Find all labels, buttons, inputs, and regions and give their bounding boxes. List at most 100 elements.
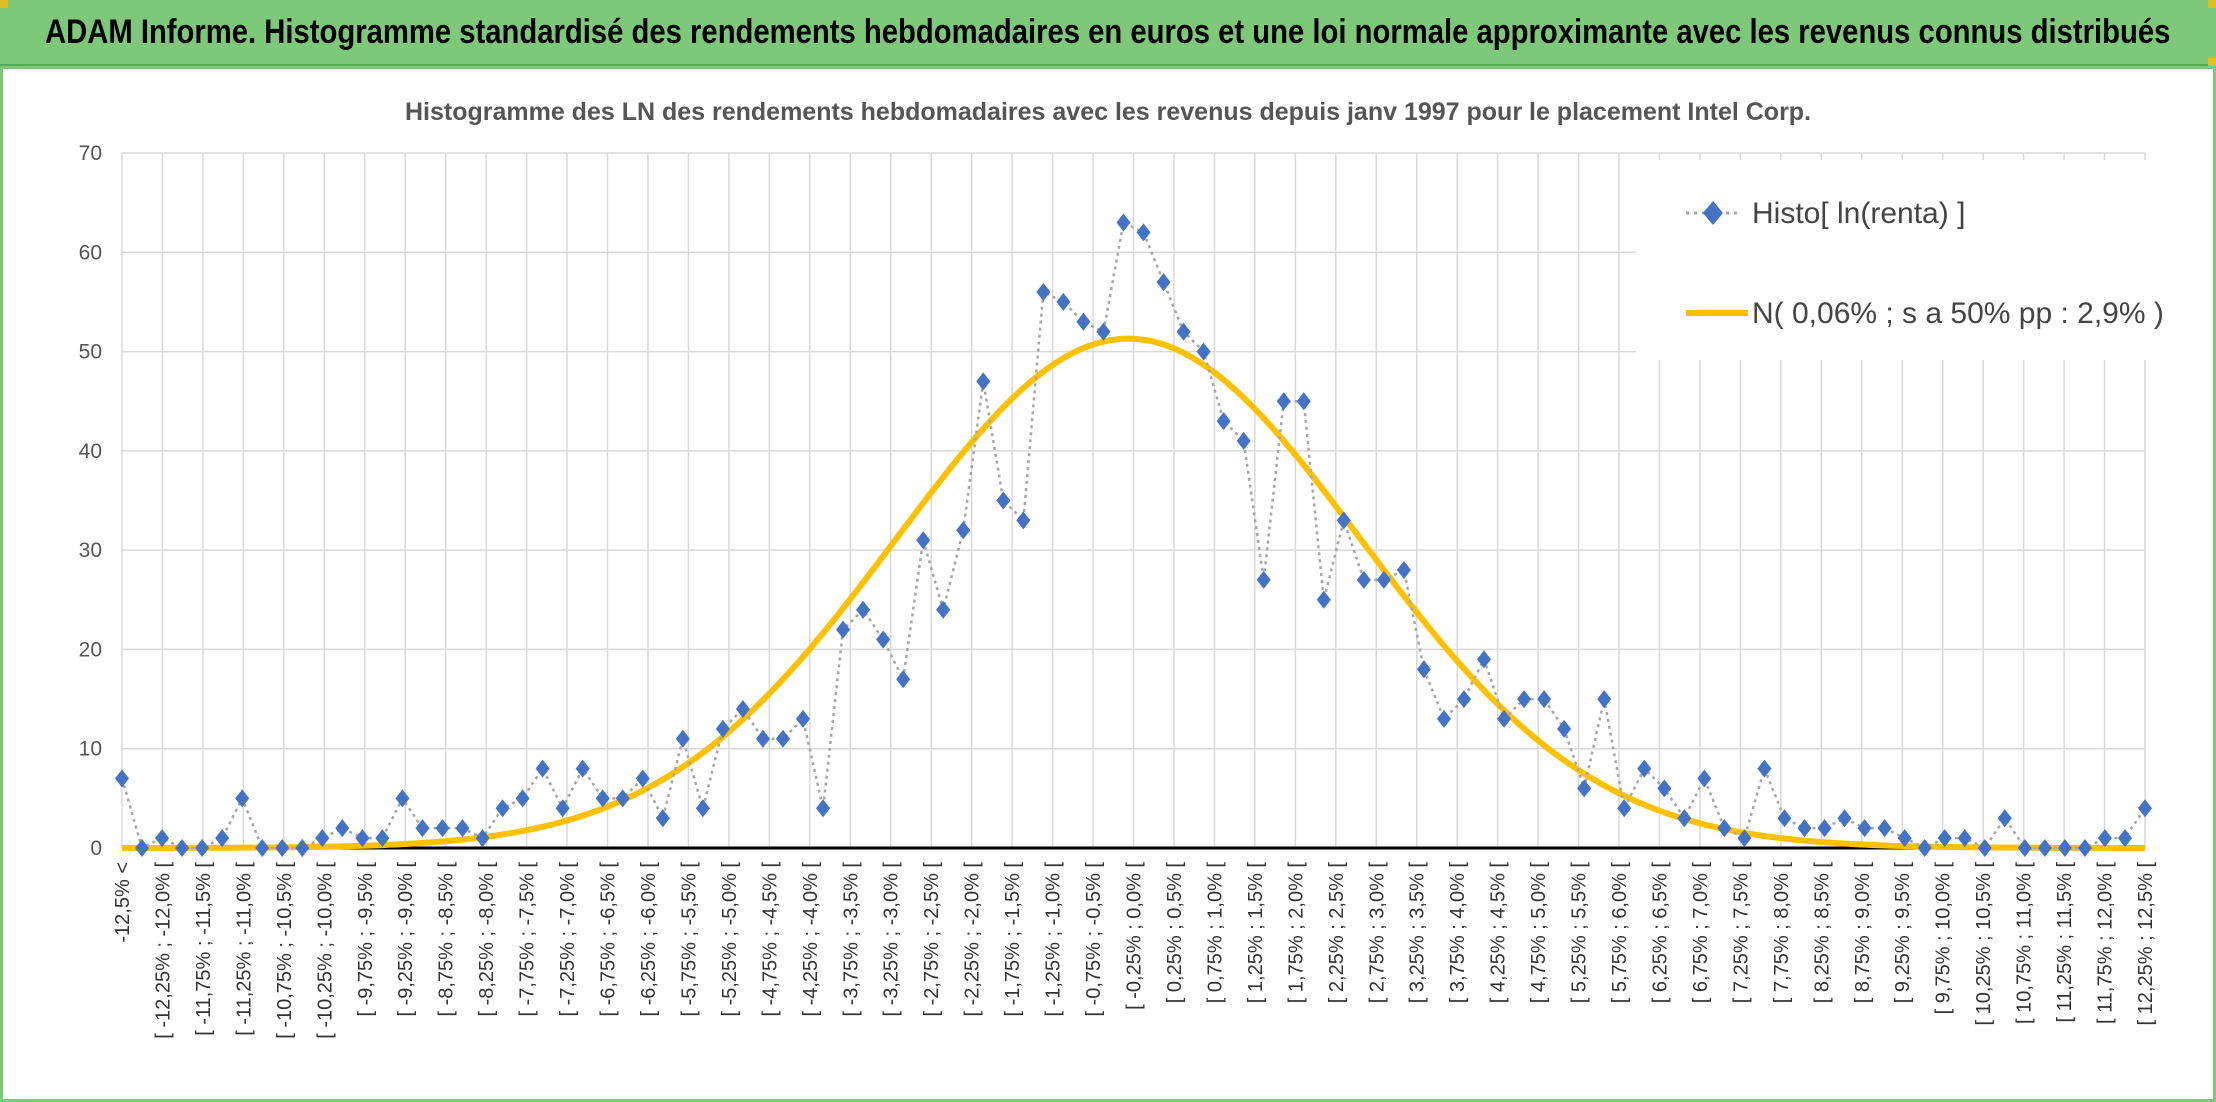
x-tick-label: [ 4,75% ; 5,0% [ <box>1528 862 1550 1004</box>
histogram-point <box>1917 839 1932 857</box>
x-tick-label: [ 9,75% ; 10,0% [ <box>1933 862 1955 1015</box>
histogram-point <box>896 670 911 689</box>
histogram-point <box>1857 819 1872 838</box>
legend: Histo[ ln(renta) ] N( 0,06% ; s a 50% pp… <box>1636 160 2196 360</box>
histogram-point <box>235 789 250 808</box>
x-tick-label: [ -9,25% ; -9,0% [ <box>395 862 417 1017</box>
histogram-point <box>175 839 190 857</box>
x-tick-label: [ 6,75% ; 7,0% [ <box>1690 862 1712 1004</box>
corner-mark-top-left <box>0 0 8 8</box>
y-tick-label: 30 <box>79 539 102 562</box>
histogram-point <box>1216 412 1231 431</box>
histogram-point <box>395 789 410 808</box>
histogram-point <box>1316 590 1331 609</box>
histogram-point <box>495 799 510 818</box>
histogram-point <box>2037 839 2052 857</box>
histogram-point <box>1336 511 1351 530</box>
x-tick-label: [ 12,25% ; 12,5% [ <box>2135 862 2157 1026</box>
x-tick-label: [ 2,25% ; 2,5% [ <box>1326 862 1348 1004</box>
histogram-point <box>1276 392 1291 411</box>
histogram-point <box>655 809 670 828</box>
histogram-point <box>1396 561 1411 579</box>
y-axis-ticks: 0 10 20 30 40 50 60 70 <box>79 142 102 860</box>
x-tick-label: [ 9,25% ; 9,5% [ <box>1892 862 1914 1004</box>
histogram-point <box>1817 819 1832 838</box>
x-tick-label: [ 0,25% ; 0,5% [ <box>1164 862 1186 1004</box>
histogram-point <box>355 829 370 848</box>
histogram-point <box>1717 819 1732 838</box>
histogram-point <box>1236 431 1251 450</box>
x-tick-label: [ -10,25% ; -10,0% [ <box>314 862 336 1039</box>
histogram-point <box>1597 690 1612 709</box>
histogram-point <box>1557 719 1572 738</box>
x-tick-label: [ 5,75% ; 6,0% [ <box>1609 862 1631 1004</box>
x-tick-label: [ -1,25% ; -1,0% [ <box>1043 862 1065 1017</box>
report-title: ADAM Informe. Histogramme standardisé de… <box>45 12 2171 51</box>
x-tick-label: [ 6,25% ; 6,5% [ <box>1649 862 1671 1004</box>
x-tick-label: [ 7,25% ; 7,5% [ <box>1730 862 1752 1004</box>
y-tick-label: 40 <box>79 440 102 463</box>
y-tick-label: 60 <box>79 241 102 264</box>
histogram-point <box>1096 322 1111 341</box>
histogram-point <box>1797 819 1812 838</box>
y-tick-label: 70 <box>79 142 102 165</box>
histogram-point <box>1156 273 1171 292</box>
histogram-point <box>1116 213 1131 232</box>
histogram-point <box>936 600 951 619</box>
x-tick-label: [ 8,25% ; 8,5% [ <box>1811 862 1833 1004</box>
corner-mark-top-right <box>2208 0 2216 8</box>
histogram-point <box>515 789 530 808</box>
histogram-point <box>2117 829 2132 848</box>
histogram-point <box>215 829 230 848</box>
legend-label-histo: Histo[ ln(renta) ] <box>1752 197 1965 230</box>
histogram-point <box>795 709 811 728</box>
chart-area <box>0 66 2216 1102</box>
x-tick-label: [ 10,25% ; 10,5% [ <box>1973 862 1995 1026</box>
x-tick-label: [ -4,75% ; -4,5% [ <box>759 862 781 1017</box>
x-tick-label: [ -2,75% ; -2,5% [ <box>921 862 943 1017</box>
histogram-point <box>1697 769 1712 788</box>
histogram-point <box>1376 570 1391 589</box>
histogram-point <box>595 789 610 808</box>
histogram-point <box>956 521 971 540</box>
x-tick-label: [ -11,25% ; -11,0% [ <box>233 862 255 1036</box>
histogram-point <box>1977 839 1992 857</box>
x-tick-label: [ 11,25% ; 11,5% [ <box>2054 862 2076 1023</box>
histogram-point <box>1356 570 1371 589</box>
histogram-point <box>575 759 590 778</box>
histogram-point <box>856 600 871 619</box>
histogram-point <box>1517 690 1532 709</box>
histogram-point <box>2077 839 2092 857</box>
histogram-point <box>1777 809 1792 828</box>
histogram-point <box>615 789 630 808</box>
histogram-point <box>475 829 490 848</box>
histogram-point <box>976 372 991 391</box>
chart-title: Histogramme des LN des rendements hebdom… <box>405 98 1811 126</box>
x-tick-label: [ 3,75% ; 4,0% [ <box>1447 862 1469 1004</box>
x-tick-label: [ -9,75% ; -9,5% [ <box>355 862 377 1017</box>
histogram-point <box>535 759 550 778</box>
x-tick-label: [ 2,75% ; 3,0% [ <box>1366 862 1388 1004</box>
x-tick-label: [ -6,25% ; -6,0% [ <box>638 862 660 1017</box>
x-tick-label: [ 1,25% ; 1,5% [ <box>1245 862 1267 1004</box>
histogram-point <box>555 799 570 818</box>
x-tick-label: [ -7,75% ; -7,5% [ <box>517 862 539 1017</box>
histogram-point <box>836 620 851 639</box>
histogram-point <box>755 729 770 748</box>
x-tick-label: [ -5,25% ; -5,0% [ <box>719 862 741 1017</box>
histogram-point <box>155 829 170 848</box>
histogram-point <box>695 799 710 818</box>
y-tick-label: 50 <box>79 341 102 364</box>
histogram-point <box>1196 342 1211 361</box>
x-tick-label: [ -10,75% ; -10,5% [ <box>274 862 296 1039</box>
histogram-point <box>335 819 350 838</box>
histogram-point <box>635 769 650 788</box>
histogram-point <box>715 719 730 738</box>
histogram-point <box>2137 799 2153 818</box>
y-tick-label: 0 <box>90 837 102 860</box>
x-tick-label: [ 5,25% ; 5,5% [ <box>1569 862 1591 1004</box>
x-tick-label: [ -12,25% ; -12,0% [ <box>152 862 174 1039</box>
report-title-bar: ADAM Informe. Histogramme standardisé de… <box>0 0 2216 66</box>
histogram-point <box>916 531 931 550</box>
